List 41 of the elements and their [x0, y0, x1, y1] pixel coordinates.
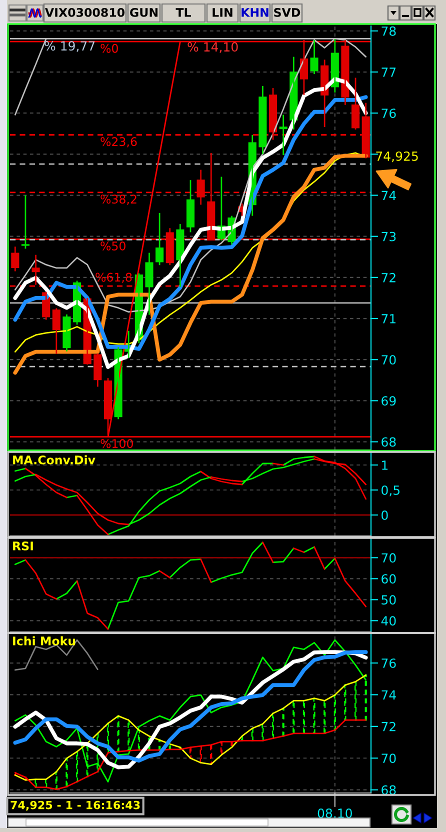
y-tick-label: 74: [382, 690, 396, 700]
annotation: % 14,10: [188, 42, 238, 53]
y-tick-label: 73: [382, 232, 396, 242]
y-tick-label: 76: [382, 658, 396, 668]
y-tick-label: 78: [382, 26, 396, 36]
y-tick-label: 72: [382, 722, 396, 732]
annotation: %0: [100, 44, 118, 53]
y-tick-label: 77: [382, 68, 396, 77]
y-tick-label: 60: [382, 574, 396, 584]
y-tick-label: 70: [382, 754, 396, 764]
y-tick-label: 76: [382, 108, 396, 118]
y-tick-label: 68: [382, 785, 396, 795]
annotation: %38,2: [100, 194, 136, 205]
text: LIN: [212, 8, 232, 17]
text: 74,925: [376, 151, 418, 162]
annotation: %50: [100, 242, 126, 250]
y-tick-label: 68: [382, 437, 396, 447]
annotation: %61,8: [96, 272, 132, 283]
annotation: % 19,77: [44, 41, 95, 52]
chart-title: VIX0300810: [44, 8, 125, 17]
y-tick-label: 0,5: [382, 485, 400, 496]
text: KHN: [242, 8, 268, 17]
y-tick-label: 70: [382, 553, 396, 563]
y-tick-label: 1: [382, 460, 388, 470]
text: 74,925 - 1 - 16:16:43: [10, 800, 140, 811]
chart-title: RSI: [13, 541, 33, 550]
text: GUN: [130, 8, 158, 17]
annotation: %100: [100, 439, 133, 448]
y-tick-label: 71: [382, 314, 396, 324]
y-tick-label: 50: [382, 595, 396, 605]
annotation: %23,6: [100, 137, 137, 148]
chart-title: MA.Conv.Div: [13, 455, 96, 464]
y-tick-label: 0: [382, 510, 388, 520]
chart-title: Ichi Moku: [13, 636, 76, 646]
y-tick-label: 74: [382, 190, 396, 200]
y-tick-label: 69: [382, 396, 396, 406]
y-tick-label: 70: [382, 355, 396, 365]
y-tick-label: 40: [381, 616, 396, 626]
text: SVD: [274, 8, 300, 17]
y-tick-label: 72: [382, 272, 396, 282]
text: TL: [176, 8, 191, 17]
